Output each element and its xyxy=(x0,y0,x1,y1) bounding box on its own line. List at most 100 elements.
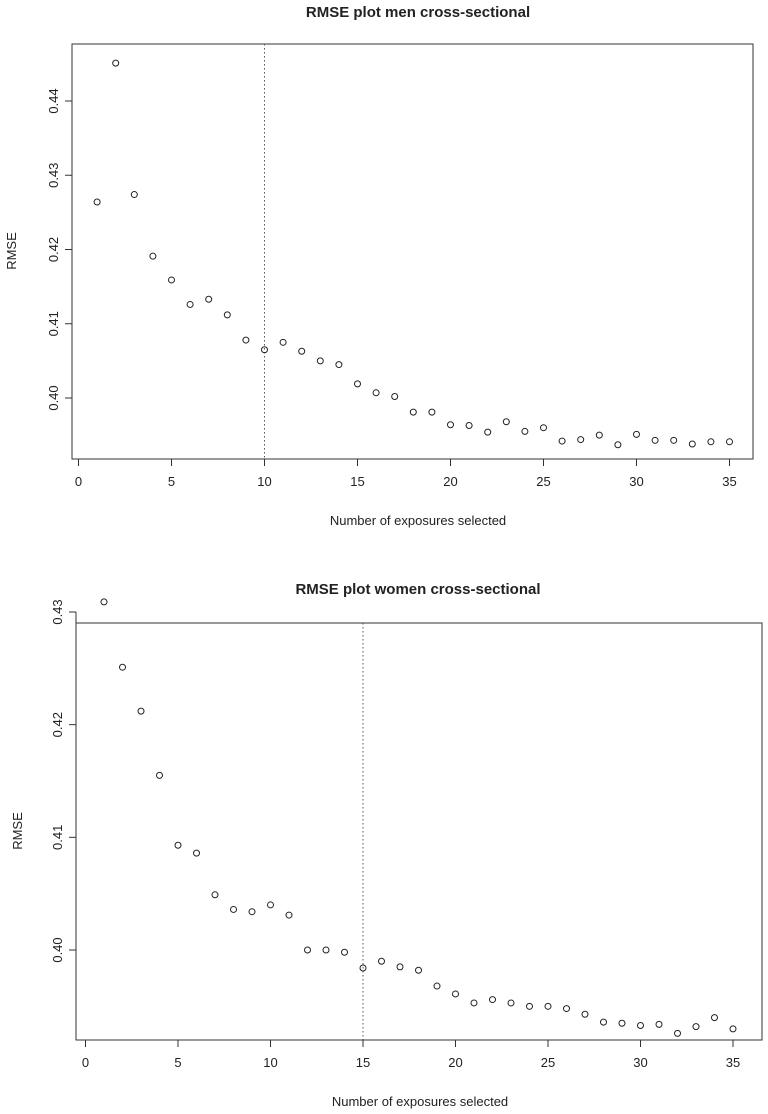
data-point xyxy=(670,436,678,444)
data-point xyxy=(558,437,566,445)
data-point xyxy=(267,901,274,909)
x-axis: 0 5 10 15 20 25 30 35 xyxy=(75,458,737,489)
x-tick-label: 15 xyxy=(356,1055,370,1070)
x-tick-label: 5 xyxy=(174,1055,181,1070)
points xyxy=(100,598,737,1037)
data-point xyxy=(711,1014,718,1022)
x-tick-label: 0 xyxy=(82,1055,89,1070)
x-tick-label: 0 xyxy=(75,474,82,489)
data-point xyxy=(409,408,417,416)
data-point xyxy=(674,1029,681,1037)
y-tick-label: 0.41 xyxy=(50,825,65,850)
men-rmse-panel: RMSE plot men cross-sectional 0 5 10 15 20 25… xyxy=(4,4,754,528)
x-tick-label: 35 xyxy=(726,1055,740,1070)
y-axis-label: RMSE xyxy=(4,232,19,270)
data-point xyxy=(692,1023,700,1031)
data-point xyxy=(577,436,585,444)
data-point xyxy=(391,393,399,401)
data-point xyxy=(502,418,510,426)
x-tick-label: 20 xyxy=(448,1055,462,1070)
data-point xyxy=(729,1025,737,1033)
y-tick-label: 0.42 xyxy=(50,712,65,737)
data-point xyxy=(540,424,547,432)
data-point xyxy=(341,948,348,956)
data-point xyxy=(688,440,696,448)
data-point xyxy=(595,431,603,439)
data-point xyxy=(130,191,138,199)
data-point xyxy=(507,999,515,1007)
data-point xyxy=(211,891,219,899)
data-point xyxy=(93,198,101,206)
data-point xyxy=(119,663,126,671)
x-tick-label: 25 xyxy=(541,1055,555,1070)
x-tick-label: 30 xyxy=(629,474,643,489)
y-tick-label: 0.43 xyxy=(50,599,65,624)
data-point xyxy=(651,436,659,444)
data-point xyxy=(415,966,422,974)
data-point xyxy=(316,357,324,365)
data-point xyxy=(428,408,436,416)
x-tick-label: 35 xyxy=(722,474,736,489)
data-point xyxy=(637,1021,644,1029)
y-tick-label: 0.40 xyxy=(46,385,61,410)
data-point xyxy=(484,428,492,436)
data-point xyxy=(335,361,343,369)
y-axis-label: RMSE xyxy=(10,812,25,850)
y-tick-label: 0.41 xyxy=(46,311,61,336)
data-point xyxy=(447,421,454,429)
data-point xyxy=(149,252,157,260)
data-point xyxy=(285,911,293,919)
data-point xyxy=(223,311,231,319)
x-axis-label: Number of exposures selected xyxy=(332,1094,508,1109)
y-tick-label: 0.43 xyxy=(46,163,61,188)
x-axis: 0 5 10 15 20 25 30 35 xyxy=(82,1039,740,1070)
data-point xyxy=(581,1010,589,1018)
data-point xyxy=(726,438,733,446)
x-tick-label: 30 xyxy=(633,1055,647,1070)
data-point xyxy=(100,598,108,606)
data-point xyxy=(433,982,441,990)
data-point xyxy=(633,430,640,438)
data-point xyxy=(452,990,459,998)
data-point xyxy=(137,707,145,715)
x-tick-label: 15 xyxy=(350,474,364,489)
women-rmse-panel: RMSE plot women cross-sectional 0 5 10 15 20… xyxy=(10,581,763,1109)
data-point xyxy=(298,347,306,355)
data-point xyxy=(359,964,367,972)
data-point xyxy=(304,946,311,954)
data-point xyxy=(174,841,182,849)
data-point xyxy=(544,1002,552,1010)
data-point xyxy=(112,59,120,67)
data-point xyxy=(470,999,478,1007)
data-point xyxy=(230,905,237,913)
chart-title: RMSE plot women cross-sectional xyxy=(295,581,540,598)
y-axis: 0.40 0.41 0.42 0.43 xyxy=(50,599,77,963)
data-point xyxy=(168,276,175,284)
x-tick-label: 5 xyxy=(168,474,175,489)
data-point xyxy=(707,438,715,446)
data-point xyxy=(156,771,163,779)
data-point xyxy=(396,963,404,971)
y-tick-label: 0.44 xyxy=(46,88,61,113)
data-point xyxy=(186,300,194,308)
x-tick-label: 20 xyxy=(443,474,457,489)
data-point xyxy=(600,1018,607,1026)
data-point xyxy=(261,346,268,354)
data-point xyxy=(521,427,529,435)
y-tick-label: 0.42 xyxy=(46,237,61,262)
data-point xyxy=(242,336,250,344)
x-tick-label: 10 xyxy=(257,474,271,489)
data-point xyxy=(193,849,200,857)
x-axis-label: Number of exposures selected xyxy=(330,513,506,528)
data-point xyxy=(372,389,380,397)
x-tick-label: 25 xyxy=(536,474,550,489)
data-point xyxy=(655,1020,663,1028)
data-point xyxy=(354,380,361,388)
x-tick-label: 10 xyxy=(263,1055,277,1070)
y-tick-label: 0.40 xyxy=(50,937,65,962)
data-point xyxy=(248,908,256,916)
data-point xyxy=(563,1005,570,1013)
y-axis: 0.40 0.41 0.42 0.43 0.44 xyxy=(46,88,73,411)
